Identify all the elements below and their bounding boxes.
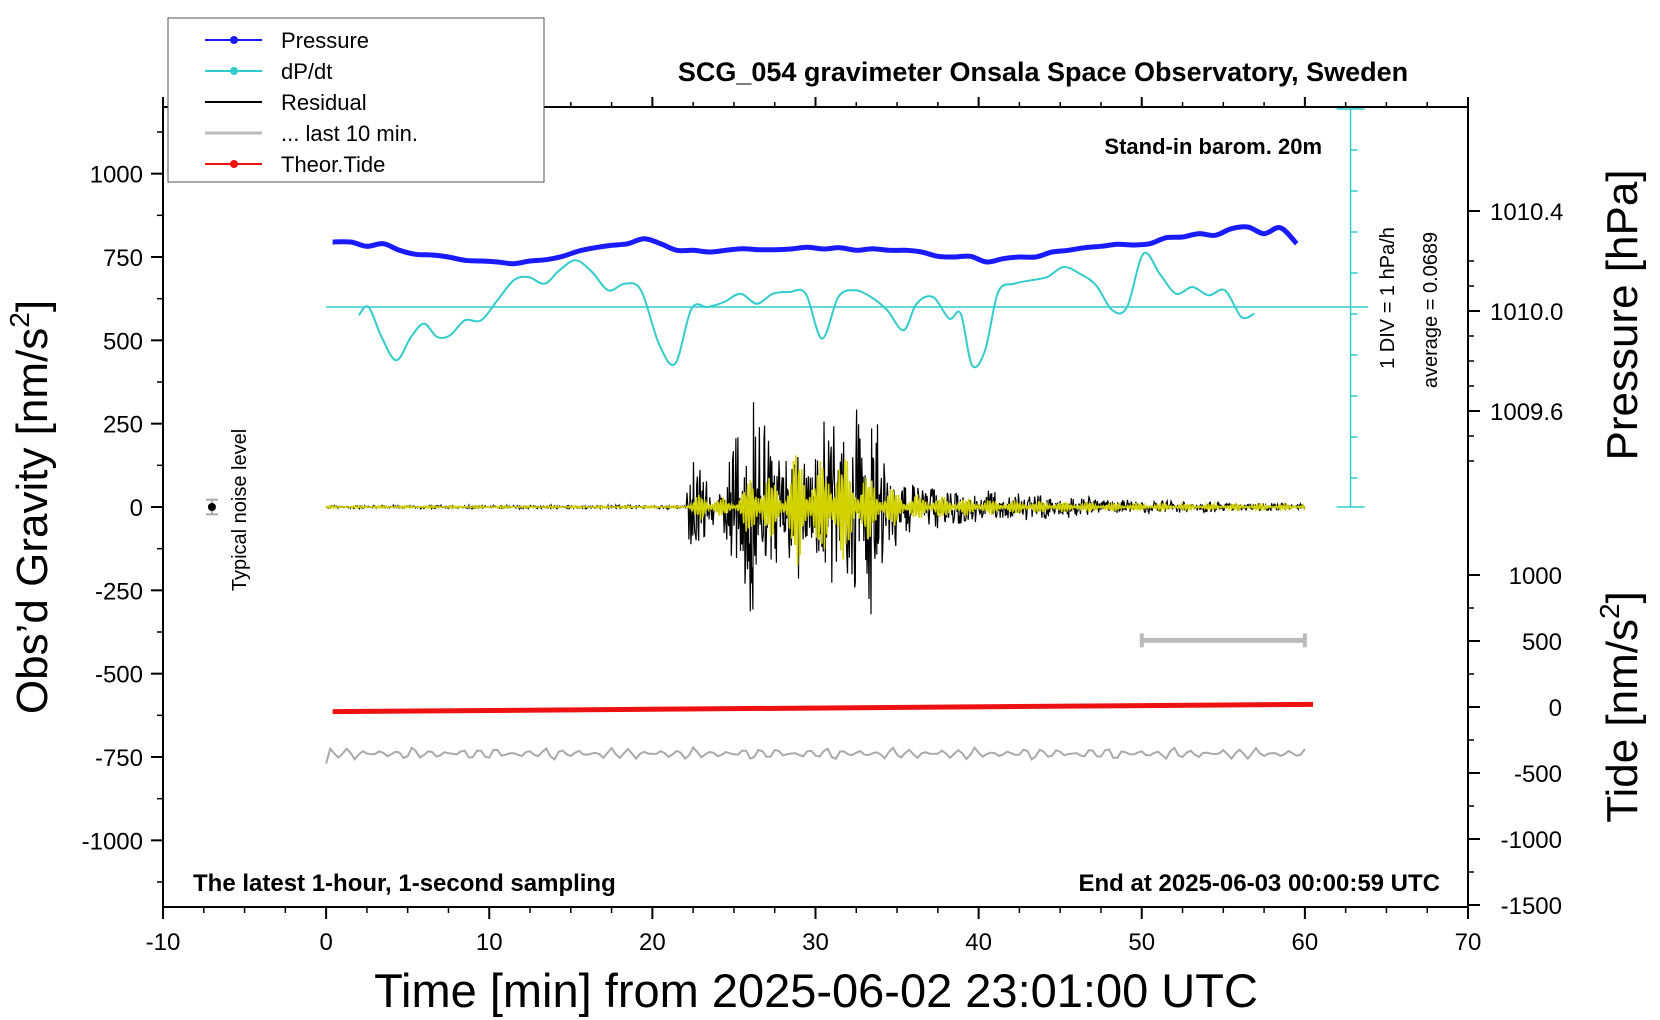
pressure-tick-label: 1010.0 [1490,299,1563,326]
series-layer [325,224,1314,764]
y-axis-label-left-sup: 2 [4,312,35,328]
legend-marker [230,36,238,44]
x-tick-label: 10 [476,929,503,956]
legend-label: dP/dt [281,59,332,84]
legend: Pressure dP/dt Residual ... last 10 min. The… [167,17,545,183]
x-tick-label: 50 [1128,929,1155,956]
y-tick-label: 500 [103,328,143,355]
legend-box [167,17,545,183]
y-axis-label-tide: Tide [nm/s2] [1594,591,1647,823]
legend-label: ... last 10 min. [281,121,418,146]
x-tick-label: 30 [802,929,829,956]
filtered-residual-line [325,455,1306,566]
y-tick-label: 0 [130,495,143,522]
y-axis-label-tide-main: Tide [nm/s [1598,619,1647,823]
y-ticks: 1000 750 500 250 0 -250 -500 -750 -1000 [82,131,163,883]
noise-level-label: Typical noise level [229,429,251,591]
x-axis-label: Time [min] from 2025-06-02 23:01:00 UTC [374,964,1258,1017]
x-tick-label: 60 [1292,929,1319,956]
y-axis-label-left-main: Obs’d Gravity [nm/s [8,328,57,714]
y-tick-label: -500 [95,662,143,689]
tide-tick-label: 0 [1549,695,1562,722]
tide-tick-label: -500 [1514,761,1562,788]
x-tick-label: 0 [319,929,332,956]
tide-tick-label: -1000 [1501,827,1562,854]
pressure-ticks: 1010.4 1010.0 1009.6 [1468,199,1563,462]
x-tick-label: 20 [639,929,666,956]
stand-in-label: Stand-in barom. 20m [1104,134,1322,159]
chart-title: SCG_054 gravimeter Onsala Space Observat… [678,57,1408,87]
y-tick-label: -1000 [82,828,143,855]
pressure-line [332,224,1299,267]
y-tick-label: 750 [103,245,143,272]
legend-marker [230,160,238,168]
legend-items: Pressure dP/dt Residual ... last 10 min. The… [205,28,418,177]
y-axis-label-tide-sup: 2 [1594,603,1625,619]
div-label: 1 DIV = 1 hPa/h [1377,227,1399,369]
noise-point [207,503,216,511]
pressure-tick-label: 1010.4 [1490,199,1563,226]
y-axis-label-left-end: ] [8,300,57,312]
y-tick-label: -250 [95,578,143,605]
legend-label: Pressure [281,28,369,53]
x-tick-label: 40 [965,929,992,956]
legend-marker [230,67,238,75]
y-tick-label: 250 [103,412,143,439]
tide-tick-label: 1000 [1509,563,1562,590]
dpdt-line [358,251,1255,369]
y-axis-label-tide-end: ] [1598,591,1647,603]
pressure-tick-label: 1009.6 [1490,399,1563,426]
y-tick-label: 1000 [90,162,143,189]
bottom-left-note: The latest 1-hour, 1-second sampling [193,870,616,897]
x-ticks: -10 0 10 20 30 40 50 60 70 [146,97,1482,956]
tide-ticks: 1000 500 0 -500 -1000 -1500 [1468,563,1562,920]
legend-label: Residual [281,90,367,115]
bottom-right-note: End at 2025-06-03 00:00:59 UTC [1079,870,1441,897]
x-tick-label: 70 [1455,929,1482,956]
theor-tide-line [332,701,1314,715]
dpdt-scale-bar [1336,108,1365,508]
y-axis-label-left: Obs’d Gravity [nm/s2] [4,300,57,714]
tide-tick-label: 500 [1522,629,1562,656]
x-tick-label: -10 [146,929,181,956]
y-axis-label-pressure: Pressure [hPa] [1598,169,1647,460]
y-tick-label: -750 [95,745,143,772]
legend-label: Theor.Tide [281,152,385,177]
noise-marker [205,498,218,516]
tide-tick-label: -1500 [1501,893,1562,920]
average-label: average = 0.0689 [1420,232,1442,388]
noise-reference-line [325,745,1306,764]
